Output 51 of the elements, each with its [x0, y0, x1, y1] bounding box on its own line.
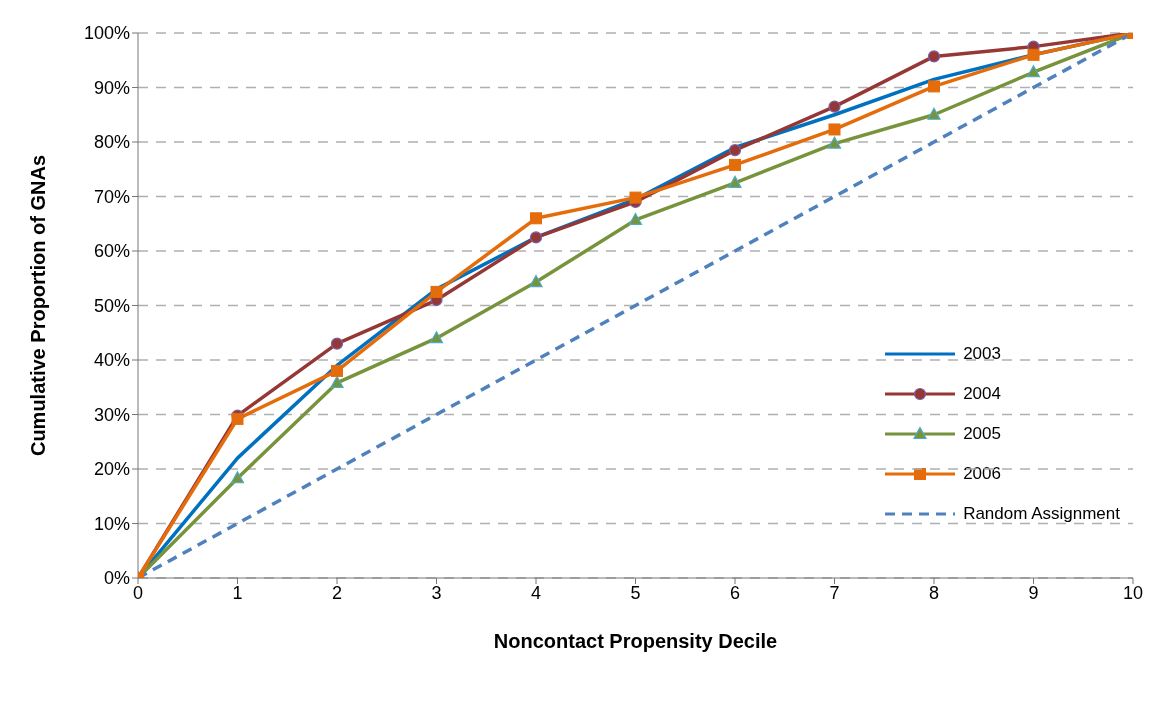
point — [330, 337, 344, 350]
point — [429, 331, 444, 344]
x-tick-label: 7 — [829, 582, 840, 603]
point — [628, 212, 643, 226]
point — [1027, 48, 1040, 61]
point — [728, 175, 742, 188]
point — [331, 364, 343, 377]
point — [928, 80, 940, 93]
y-axis-title: Cumulative Proportion of GNAs — [27, 154, 50, 457]
y-tick-label: 100% — [83, 23, 130, 44]
y-tick-label: 10% — [93, 513, 130, 534]
legend-label: 2004 — [963, 384, 1001, 404]
point — [330, 375, 344, 388]
x-tick-label: 5 — [630, 582, 641, 603]
point — [629, 191, 642, 204]
x-tick-label: 4 — [530, 582, 542, 603]
x-tick-label: 10 — [1122, 582, 1144, 603]
point — [1026, 65, 1041, 78]
x-tick-label: 8 — [928, 582, 940, 603]
legend-label: 2005 — [963, 424, 1001, 444]
x-tick-label: 9 — [1028, 582, 1039, 603]
legend-label: Random Assignment — [963, 504, 1120, 524]
point — [529, 274, 543, 288]
point — [828, 123, 841, 136]
point — [529, 231, 543, 244]
point — [927, 107, 941, 120]
y-tick-label: 30% — [93, 404, 130, 425]
x-tick-label: 3 — [431, 582, 442, 603]
point — [430, 285, 443, 298]
legend-label: 2003 — [963, 344, 1001, 364]
point — [729, 158, 741, 171]
point — [827, 136, 842, 149]
legend-label: 2006 — [963, 464, 1001, 484]
x-tick-label: 2 — [331, 582, 343, 603]
y-tick-label: 20% — [93, 459, 130, 480]
y-tick-label: 80% — [93, 132, 130, 153]
y-tick-label: 0% — [103, 568, 130, 589]
point — [230, 471, 245, 484]
x-tick-label: 1 — [232, 582, 243, 603]
x-tick-label: 6 — [729, 582, 741, 603]
x-tick-label: 0 — [132, 582, 144, 603]
x-axis-title: Noncontact Propensity Decile — [493, 630, 778, 652]
point — [728, 144, 742, 157]
point — [530, 212, 542, 225]
y-tick-label: 70% — [93, 186, 130, 207]
y-tick-label: 40% — [93, 350, 130, 371]
y-tick-label: 50% — [93, 295, 130, 316]
y-tick-label: 60% — [93, 241, 130, 262]
point — [927, 50, 941, 63]
y-tick-label: 90% — [93, 77, 130, 98]
point — [828, 100, 841, 113]
